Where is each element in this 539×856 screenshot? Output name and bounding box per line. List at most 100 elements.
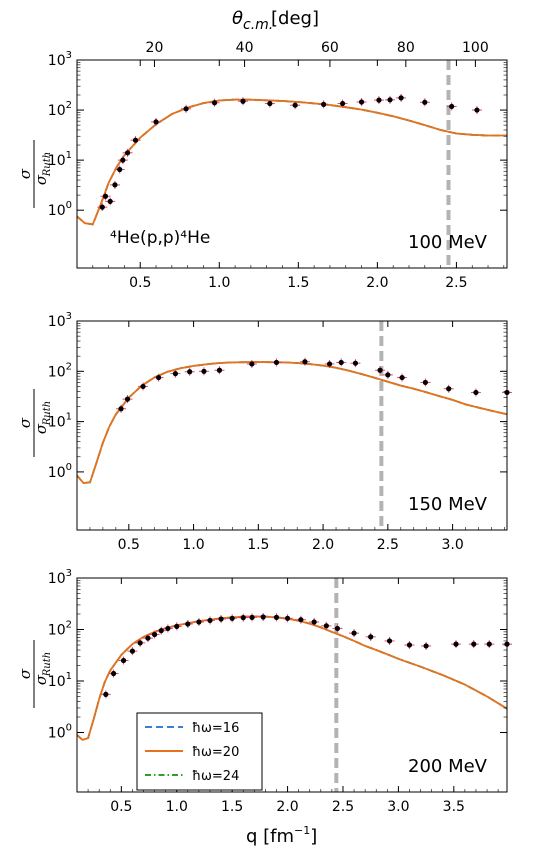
data-point: [138, 382, 149, 391]
y-tick-label: 101: [48, 671, 72, 690]
data-point: [484, 640, 495, 649]
axes-frame: [76, 59, 508, 269]
data-point: [100, 192, 111, 201]
data-point: [470, 388, 481, 397]
data-point: [238, 613, 249, 622]
data-point: [135, 638, 146, 647]
data-point: [100, 690, 111, 699]
data-point: [271, 613, 282, 622]
x-tick-label: 2.0: [366, 275, 388, 291]
y-tick-label: 102: [48, 100, 72, 119]
data-point: [397, 373, 408, 382]
data-point: [282, 614, 293, 623]
data-point: [419, 98, 430, 107]
data-point: [290, 101, 301, 110]
data-point: [271, 358, 282, 367]
y-tick-label: 102: [48, 361, 72, 380]
top-tick-label: 100: [462, 40, 489, 56]
data-point: [384, 636, 395, 645]
data-point: [420, 378, 431, 387]
ylabel-numerator: σ: [16, 168, 34, 179]
x-tick-label: 0.5: [129, 275, 151, 291]
series-line-hw20: [77, 98, 507, 226]
y-tick-label: 103: [48, 311, 72, 330]
data-point: [193, 617, 204, 626]
data-point: [130, 136, 141, 145]
y-axis-label-panel-3: σ σ Ruth: [16, 640, 53, 708]
data-point: [373, 96, 384, 105]
data-point: [451, 640, 462, 649]
data-point: [122, 148, 133, 157]
data-point: [258, 612, 269, 621]
data-point: [151, 117, 162, 126]
data-point: [184, 367, 195, 376]
energy-label: 150 MeV: [408, 494, 488, 515]
ylabel-denominator-sub: Ruth: [42, 652, 53, 677]
data-point: [247, 613, 258, 622]
data-point: [162, 624, 173, 633]
x-tick-label: 3.5: [443, 799, 465, 815]
data-point: [324, 359, 335, 368]
data-point: [337, 99, 348, 108]
y-tick-label: 101: [48, 150, 72, 169]
data-point: [321, 621, 332, 630]
top-axis-label-subscript: c.m.: [243, 17, 273, 33]
data-point: [227, 614, 238, 623]
data-point: [109, 180, 120, 189]
data-point: [153, 373, 164, 382]
data-point: [118, 656, 129, 665]
data-point: [171, 622, 182, 631]
data-point: [246, 359, 257, 368]
top-tick-label: 60: [321, 40, 339, 56]
ylabel-denominator: σ: [32, 674, 50, 685]
ylabel-denominator-sub: Ruth: [42, 401, 53, 426]
data-point: [204, 616, 215, 625]
data-point: [97, 203, 108, 212]
y-tick-label: 103: [48, 50, 72, 69]
data-point: [356, 97, 367, 106]
y-axis-label-panel-1: σ σ Ruth: [16, 140, 53, 208]
data-point: [421, 641, 432, 650]
y-tick-label: 100: [48, 462, 72, 481]
data-point: [114, 165, 125, 174]
top-tick-label: 20: [146, 40, 164, 56]
data-point: [209, 98, 220, 107]
data-point: [375, 366, 386, 375]
data-point: [108, 669, 119, 678]
data-point: [385, 95, 396, 104]
data-point: [309, 617, 320, 626]
reaction-label: ⁴He(p,p)⁴He: [110, 228, 210, 248]
y-axis-label-panel-2: σ σ Ruth: [16, 389, 53, 457]
legend-label-hw20: ħω=20: [192, 745, 239, 760]
energy-label: 100 MeV: [408, 232, 488, 253]
energy-label: 200 MeV: [408, 756, 488, 777]
panel-150mev: 0.5 1.0 1.5 2.0 2.5 3.0 100 101 102 103 150 MeV: [48, 311, 512, 553]
data-point: [318, 100, 329, 109]
data-point: [332, 624, 343, 633]
x-tick-label: 0.5: [118, 537, 140, 553]
data-point: [295, 615, 306, 624]
data-point: [471, 106, 482, 115]
legend-label-hw16: ħω=16: [192, 721, 239, 736]
data-point: [181, 104, 192, 113]
ylabel-denominator: σ: [32, 423, 50, 434]
x-tick-label: 1.0: [166, 799, 188, 815]
ylabel-numerator: σ: [16, 417, 34, 428]
data-point: [214, 366, 225, 375]
ylabel-denominator-sub: Ruth: [42, 152, 53, 177]
series-line-hw16: [77, 361, 507, 485]
x-tick-label: 1.0: [208, 275, 230, 291]
x-tick-label: 2.0: [312, 537, 334, 553]
y-tick-label: 101: [48, 412, 72, 431]
x-tick-label: 3.0: [441, 537, 463, 553]
top-tick-label: 40: [236, 40, 254, 56]
data-point: [142, 634, 153, 643]
data-point: [122, 395, 133, 404]
y-tick-label: 100: [48, 200, 72, 219]
data-point: [446, 102, 457, 111]
series-line-hw24: [77, 361, 507, 485]
y-tick-label: 102: [48, 620, 72, 639]
data-point: [365, 632, 376, 641]
data-point: [299, 357, 310, 366]
